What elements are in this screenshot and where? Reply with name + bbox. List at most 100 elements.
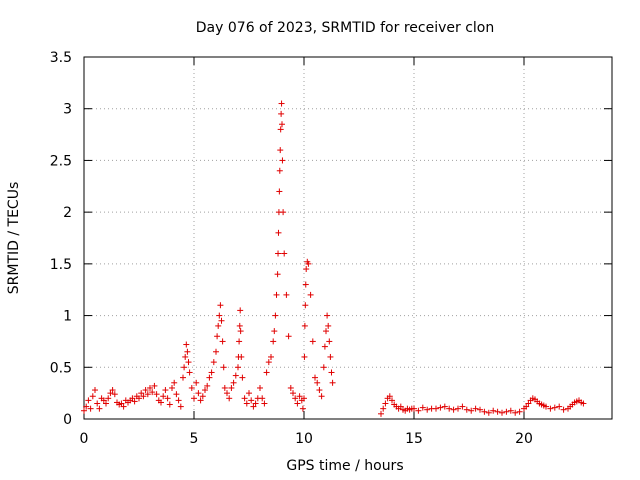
- data-point: [290, 390, 296, 397]
- data-point: [81, 407, 87, 414]
- data-point: [437, 404, 444, 411]
- data-point: [217, 302, 224, 309]
- data-point: [151, 382, 158, 389]
- data-point: [85, 397, 92, 404]
- data-point: [246, 390, 252, 397]
- data-point: [294, 400, 301, 407]
- data-point: [149, 389, 156, 396]
- y-tick-label: 3: [63, 102, 72, 118]
- data-point: [171, 379, 178, 386]
- data-point: [318, 393, 325, 400]
- data-point: [183, 341, 190, 348]
- data-point: [326, 338, 333, 345]
- y-tick-label: 1.5: [50, 257, 72, 273]
- data-point: [96, 405, 103, 412]
- data-point: [153, 391, 160, 398]
- data-point: [109, 387, 116, 394]
- data-point: [235, 364, 241, 371]
- x-tick-label: 10: [295, 431, 313, 447]
- data-point: [193, 379, 200, 386]
- data-point: [292, 395, 299, 402]
- data-point: [543, 403, 549, 410]
- data-point: [378, 410, 384, 417]
- data-point: [305, 260, 312, 267]
- data-point: [238, 353, 245, 360]
- data-point: [182, 353, 189, 360]
- data-point: [277, 147, 284, 154]
- data-point: [241, 395, 248, 402]
- data-point: [263, 369, 270, 376]
- data-point: [274, 271, 281, 278]
- data-point: [185, 359, 192, 366]
- x-tick-label: 5: [190, 431, 199, 447]
- data-point: [433, 405, 439, 412]
- data-point: [140, 393, 147, 400]
- data-point: [160, 393, 167, 400]
- data-point: [463, 406, 470, 413]
- data-point: [218, 317, 225, 324]
- data-point: [285, 333, 292, 340]
- data-point: [261, 400, 268, 407]
- data-point: [257, 384, 263, 391]
- data-point: [424, 406, 431, 413]
- data-point: [276, 167, 283, 174]
- x-axis-label: GPS time / hours: [286, 458, 403, 474]
- data-point: [111, 391, 118, 398]
- y-tick-label: 3.5: [50, 50, 72, 66]
- data-point: [280, 209, 287, 216]
- data-point: [321, 343, 328, 350]
- data-point: [411, 405, 417, 412]
- data-point: [175, 397, 182, 404]
- data-point: [287, 384, 294, 391]
- data-point: [316, 387, 323, 394]
- data-point: [136, 395, 142, 402]
- data-point: [314, 379, 321, 386]
- data-point: [499, 409, 505, 416]
- x-axis-tick-labels: 0 5 10 15 20: [80, 431, 533, 447]
- data-point: [186, 369, 193, 376]
- data-point: [214, 333, 221, 340]
- data-point: [551, 404, 558, 411]
- data-point: [208, 369, 215, 376]
- data-point: [213, 348, 219, 355]
- data-point: [277, 126, 284, 133]
- data-point: [301, 322, 308, 329]
- y-tick-label: 0.5: [50, 360, 72, 376]
- data-point: [324, 312, 331, 319]
- data-point: [446, 405, 453, 412]
- y-tick-label: 0: [63, 412, 72, 428]
- data-point: [131, 398, 138, 405]
- data-point: [252, 400, 259, 407]
- data-point: [525, 400, 532, 407]
- data-point: [312, 374, 318, 381]
- data-point: [386, 393, 393, 400]
- data-point: [118, 400, 125, 407]
- data-point: [250, 403, 257, 410]
- data-point: [188, 384, 195, 391]
- data-point: [302, 281, 309, 288]
- data-point: [419, 404, 426, 411]
- data-point: [92, 387, 98, 394]
- data-point: [278, 110, 285, 117]
- data-point: [441, 403, 448, 410]
- data-point: [215, 322, 222, 329]
- data-point: [455, 405, 461, 412]
- data-point: [83, 403, 90, 410]
- data-point: [320, 364, 327, 371]
- data-point: [485, 409, 492, 416]
- data-point: [236, 322, 243, 329]
- y-axis-label: SRMTID / TECUs: [6, 182, 22, 295]
- data-point: [166, 401, 173, 408]
- data-point: [138, 390, 145, 397]
- data-point: [270, 338, 277, 345]
- data-point: [100, 397, 107, 404]
- data-point: [279, 157, 286, 164]
- data-point: [271, 328, 278, 335]
- data-point: [382, 400, 389, 407]
- data-point: [281, 250, 288, 257]
- y-tick-label: 2: [63, 205, 72, 221]
- data-point: [268, 353, 274, 360]
- data-point: [301, 395, 307, 402]
- data-point: [556, 403, 563, 410]
